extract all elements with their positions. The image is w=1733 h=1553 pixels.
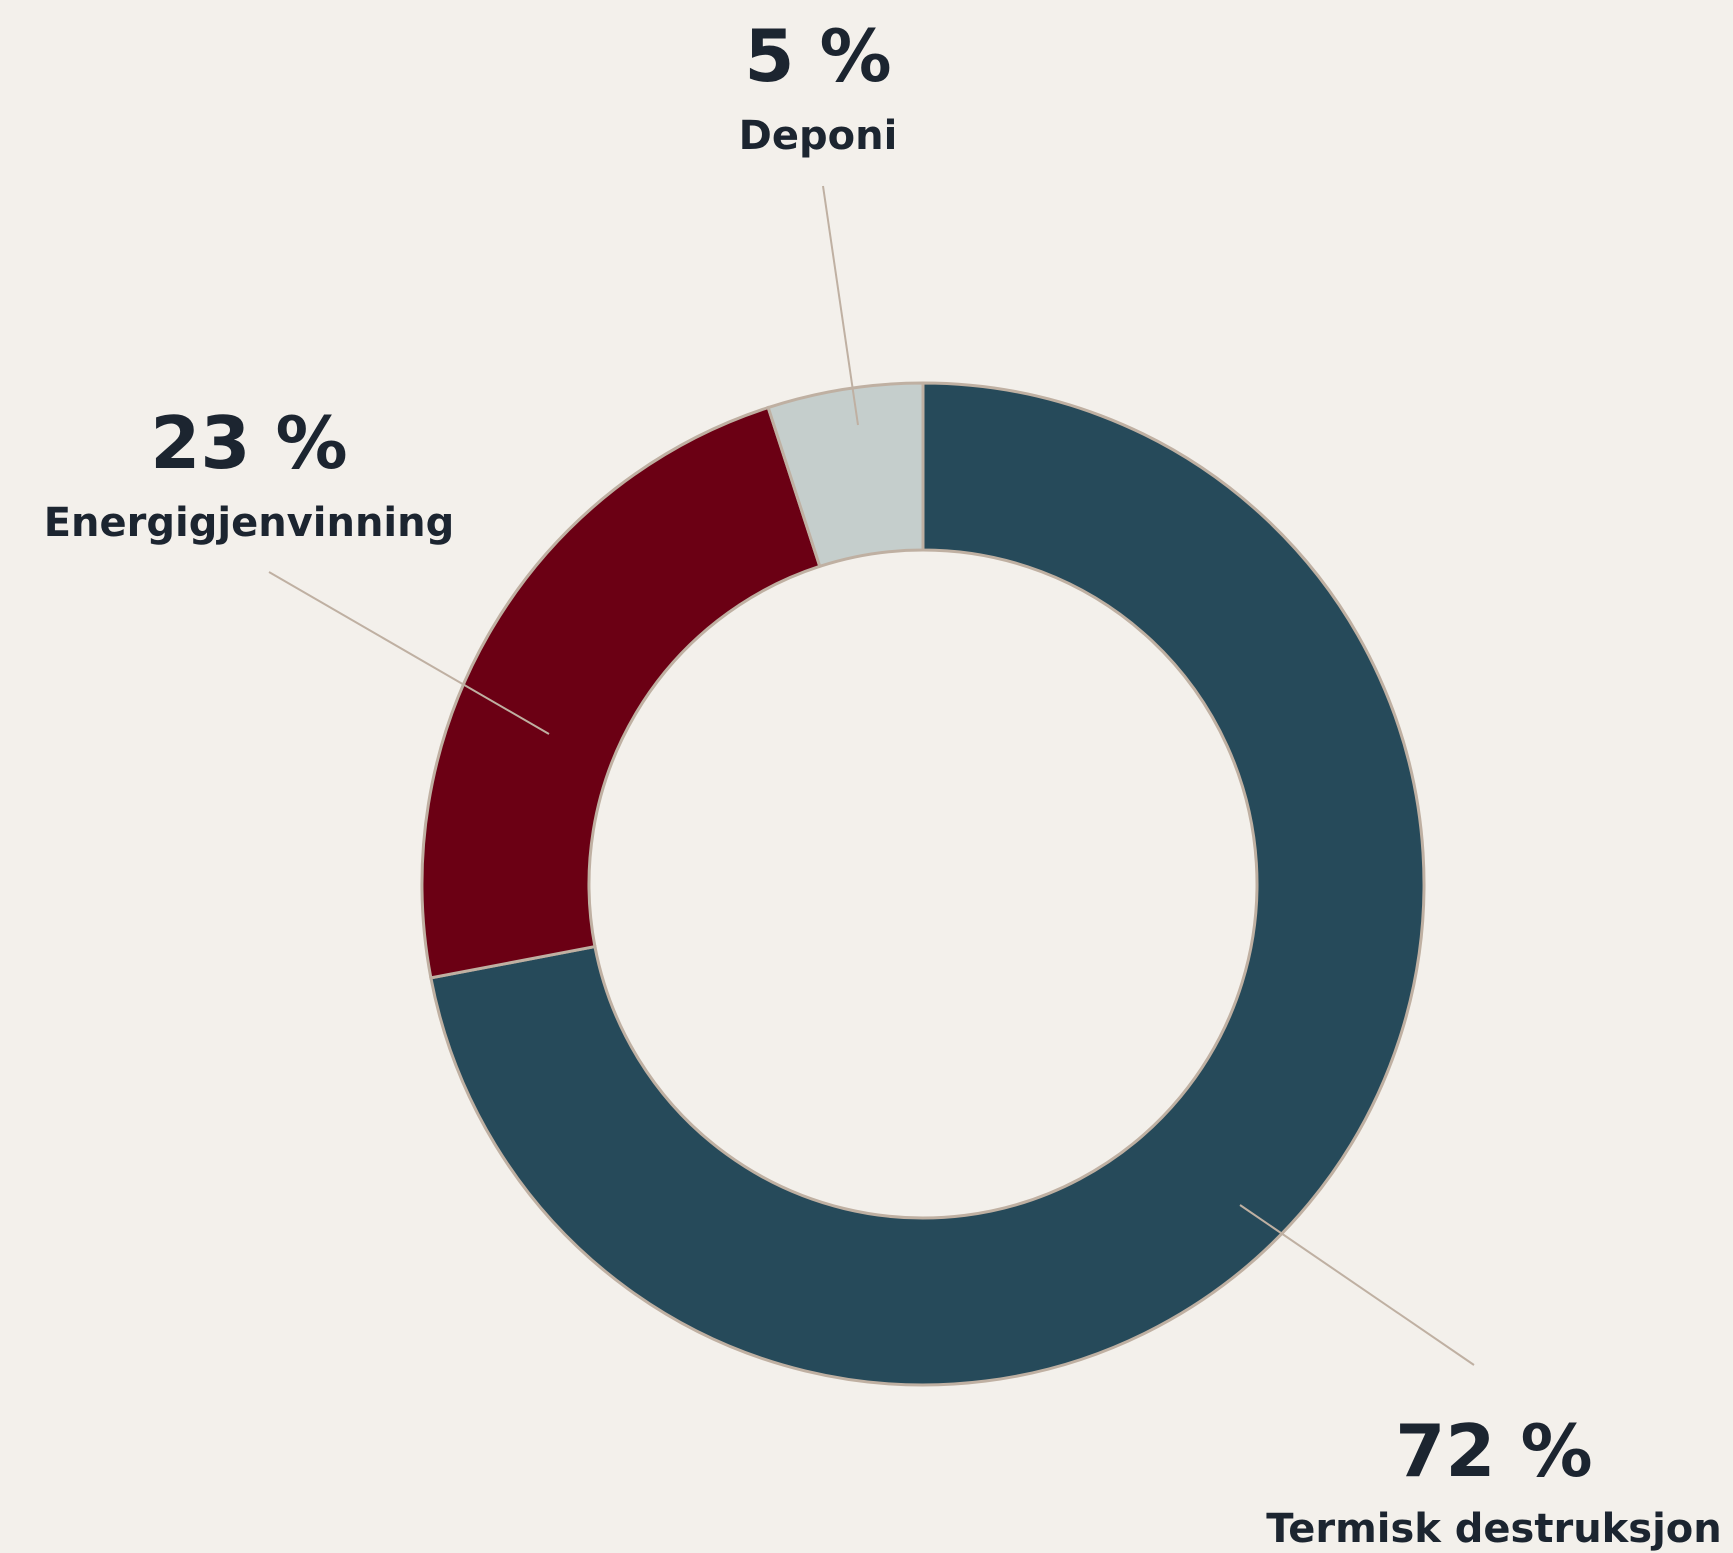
category-label: Energigjenvinning: [44, 500, 455, 546]
category-label: Deponi: [739, 113, 898, 159]
leader-line: [1239, 1204, 1475, 1366]
category-label: Termisk destruksjon: [1266, 1506, 1722, 1552]
value-label: 72 %: [1395, 1409, 1592, 1493]
donut-slice: [766, 381, 925, 569]
value-label: 5 %: [744, 14, 891, 98]
donut-slice: [429, 381, 1426, 1387]
value-label: 23 %: [150, 401, 347, 485]
leader-line: [268, 571, 550, 735]
donut-slice: [420, 405, 822, 980]
leader-line: [822, 185, 859, 426]
